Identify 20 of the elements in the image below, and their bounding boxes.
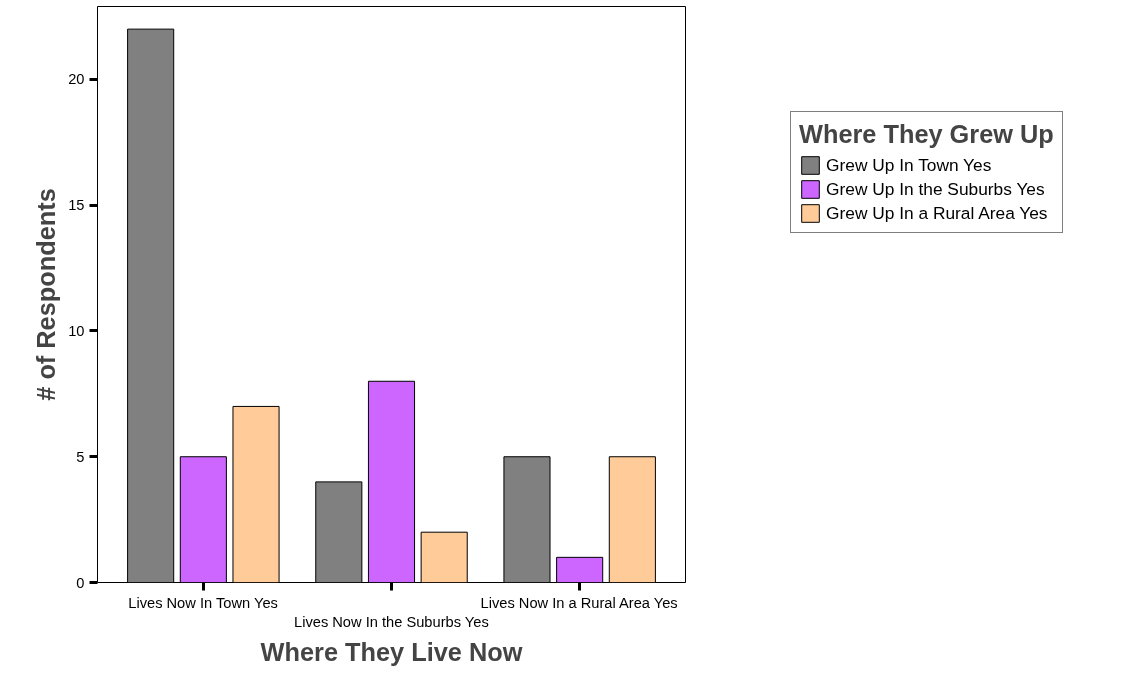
bar xyxy=(420,531,468,583)
x-tick-label: Lives Now In the Suburbs Yes xyxy=(294,613,489,630)
y-tick-label: 10 xyxy=(68,322,85,339)
y-axis-title: # of Respondents xyxy=(32,188,61,401)
x-tick-label: Lives Now In a Rural Area Yes xyxy=(480,594,678,611)
y-tick-label: 5 xyxy=(76,448,85,465)
y-tick-label: 15 xyxy=(68,197,85,214)
legend-label: Grew Up In Town Yes xyxy=(826,154,992,176)
legend-label: Grew Up In a Rural Area Yes xyxy=(826,202,1048,224)
x-axis-title: Where They Live Now xyxy=(260,637,523,666)
bar xyxy=(608,456,656,583)
legend-label: Grew Up In the Suburbs Yes xyxy=(826,178,1045,200)
legend-title: Where They Grew Up xyxy=(799,120,1054,149)
bar xyxy=(127,28,175,583)
y-tick-label: 20 xyxy=(68,71,85,88)
bar xyxy=(315,481,363,583)
x-tick-label: Lives Now In Town Yes xyxy=(128,594,278,611)
bar xyxy=(232,405,280,583)
y-tick-label: 0 xyxy=(76,574,85,591)
bar xyxy=(503,456,551,583)
